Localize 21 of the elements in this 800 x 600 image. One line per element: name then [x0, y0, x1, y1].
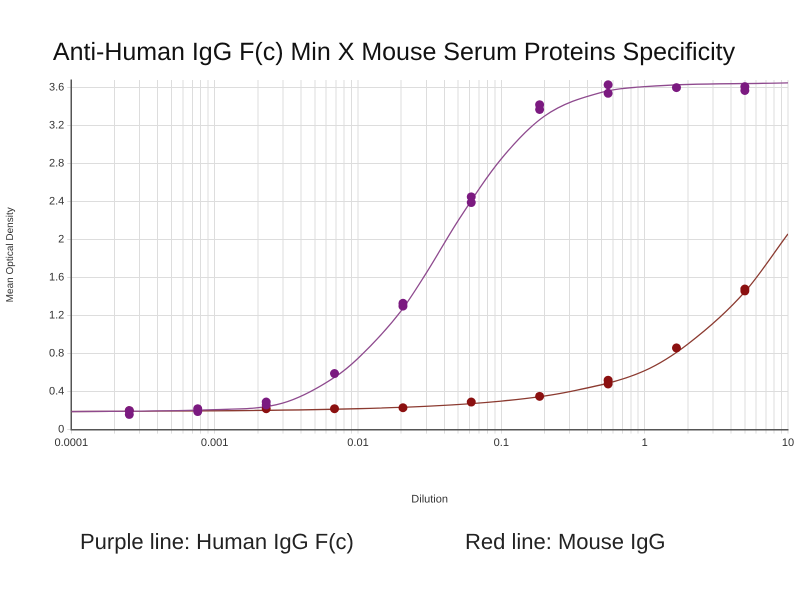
x-tick-label: 0.01 — [347, 437, 369, 450]
x-tick-label: 0.1 — [494, 437, 509, 450]
x-axis-title: Dilution — [411, 493, 448, 506]
y-tick-label: 0.4 — [48, 386, 64, 398]
x-tick-label: 0.001 — [200, 437, 228, 450]
y-tick-label: 2.4 — [48, 196, 64, 208]
x-tick-label: 1 — [642, 437, 648, 450]
x-tick-label: 10 — [782, 437, 794, 450]
y-tick-label: 2 — [58, 234, 64, 246]
y-axis-title: Mean Optical Density — [4, 207, 16, 302]
y-tick-label: 3.6 — [48, 82, 64, 94]
x-tick-label: 0.0001 — [54, 437, 88, 450]
chart-title: Anti-Human IgG F(c) Min X Mouse Serum Proteins Specificity — [52, 38, 736, 66]
y-tick-label: 0 — [58, 424, 64, 436]
y-tick-label: 3.2 — [48, 120, 64, 132]
y-tick-label: 2.8 — [48, 158, 64, 170]
y-tick-label: 0.8 — [48, 348, 64, 360]
y-tick-label: 1.2 — [48, 310, 64, 322]
text: Purple line: Human IgG F(c) — [80, 529, 354, 554]
text: Red line: Mouse IgG — [465, 529, 666, 554]
y-tick-label: 1.6 — [48, 272, 64, 284]
